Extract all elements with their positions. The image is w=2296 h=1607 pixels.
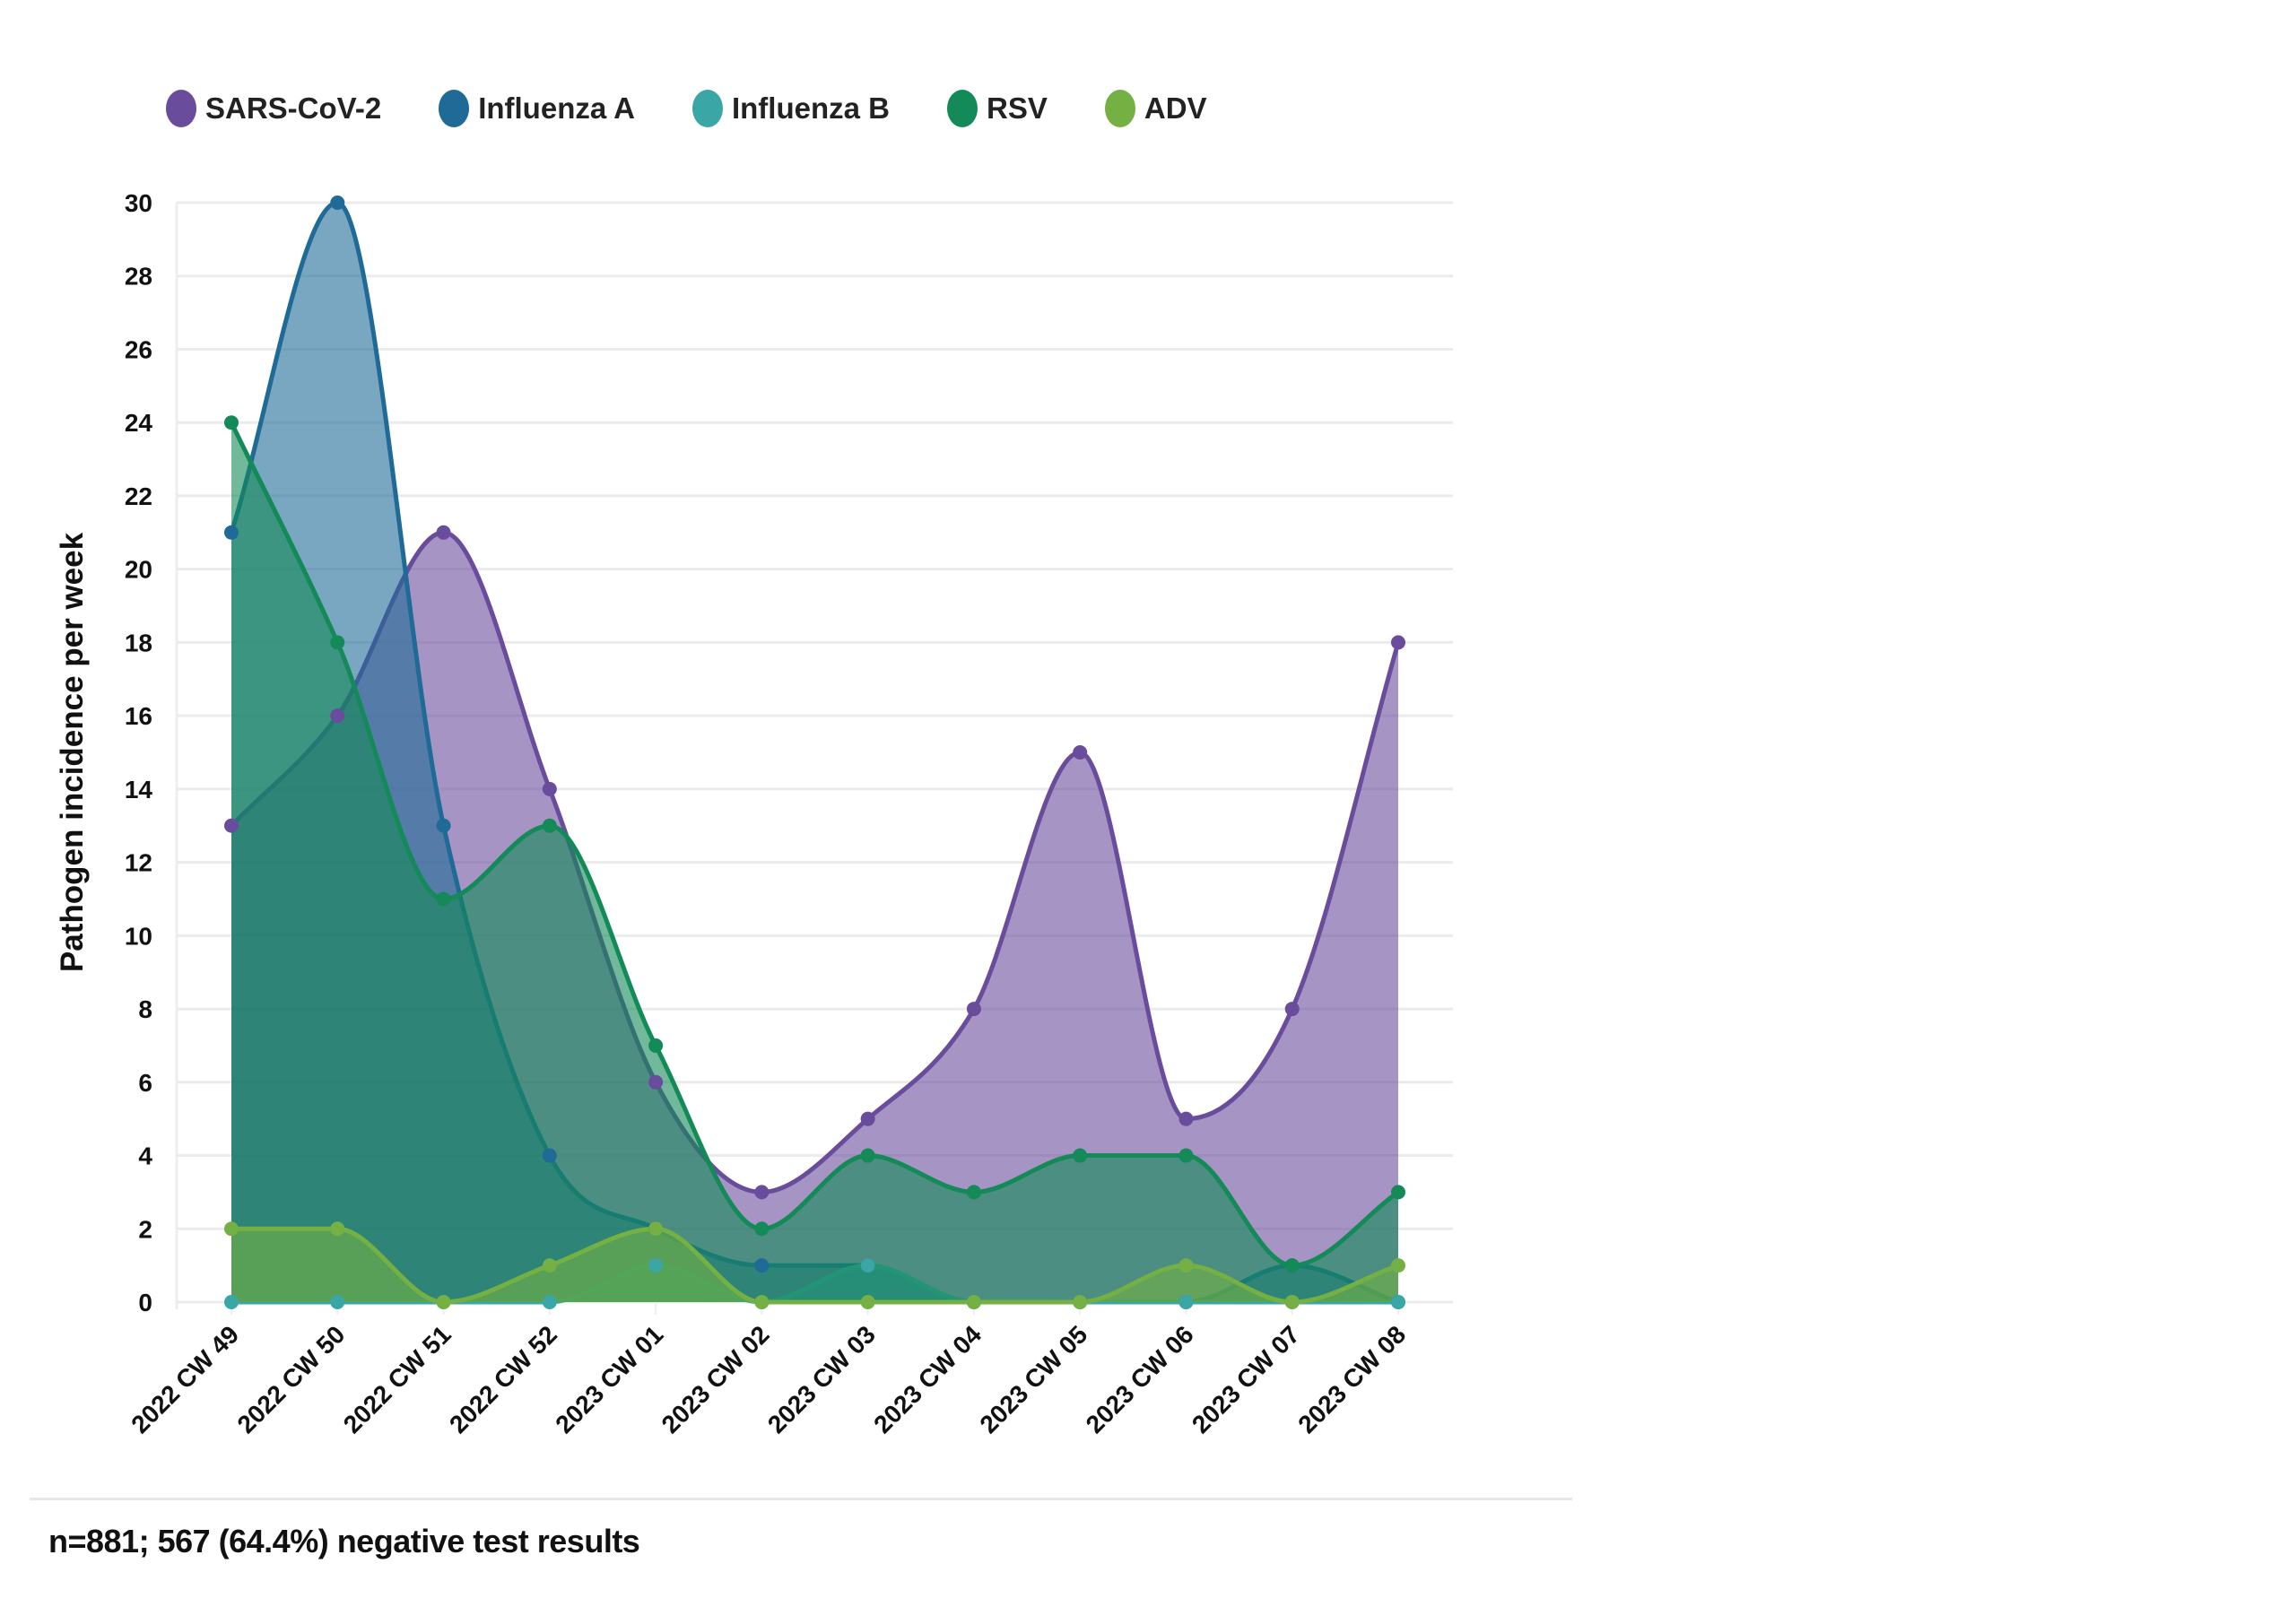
- point-rsv[interactable]: [1178, 1148, 1194, 1163]
- legend-marker-icon: [691, 90, 723, 127]
- point-sars-cov-2[interactable]: [648, 1074, 664, 1090]
- legend-label: Influenza B: [731, 91, 890, 125]
- legend-item-influenza-b[interactable]: Influenza B: [691, 90, 890, 127]
- y-tick-label: 22: [125, 482, 152, 510]
- point-adv[interactable]: [648, 1221, 664, 1237]
- point-influenza-a[interactable]: [224, 525, 239, 540]
- point-rsv[interactable]: [860, 1148, 875, 1163]
- legend-label: SARS-CoV-2: [205, 91, 382, 125]
- point-adv[interactable]: [1284, 1295, 1300, 1309]
- point-rsv[interactable]: [1284, 1258, 1300, 1273]
- point-adv[interactable]: [754, 1295, 770, 1309]
- y-tick-label: 4: [138, 1142, 152, 1170]
- y-tick-label: 6: [138, 1069, 152, 1097]
- legend-item-rsv[interactable]: RSV: [947, 90, 1048, 127]
- legend-marker-icon: [166, 90, 196, 127]
- legend-marker-icon: [947, 90, 978, 127]
- legend-marker-icon: [439, 90, 470, 127]
- point-influenza-b[interactable]: [860, 1258, 875, 1273]
- point-sars-cov-2[interactable]: [436, 525, 451, 540]
- point-adv[interactable]: [224, 1221, 239, 1237]
- point-influenza-b[interactable]: [1391, 1295, 1405, 1309]
- y-tick-label: 24: [125, 409, 153, 437]
- point-rsv[interactable]: [436, 891, 451, 907]
- legend-label: Influenza A: [478, 91, 635, 125]
- point-adv[interactable]: [330, 1221, 345, 1237]
- point-influenza-b[interactable]: [542, 1295, 557, 1309]
- y-tick-label: 18: [125, 629, 152, 656]
- y-tick-label: 2: [138, 1215, 152, 1243]
- footer-note: n=881; 567 (64.4%) negative test results: [48, 1523, 640, 1559]
- y-tick-label: 0: [138, 1289, 152, 1316]
- y-tick-label: 28: [125, 263, 152, 291]
- divider: [30, 1498, 1572, 1500]
- point-adv[interactable]: [1178, 1258, 1194, 1273]
- area-adv: [231, 1229, 1398, 1302]
- point-sars-cov-2[interactable]: [754, 1185, 770, 1200]
- point-adv[interactable]: [966, 1295, 981, 1309]
- point-adv[interactable]: [1073, 1295, 1088, 1309]
- point-influenza-a[interactable]: [542, 1148, 557, 1163]
- x-tick-label: 2022 CW 52: [444, 1320, 562, 1438]
- y-tick-label: 8: [138, 995, 152, 1023]
- point-adv[interactable]: [542, 1258, 557, 1273]
- legend-item-influenza-a[interactable]: Influenza A: [439, 90, 635, 127]
- x-tick-label: 2023 CW 02: [657, 1320, 775, 1438]
- point-rsv[interactable]: [224, 415, 239, 430]
- point-influenza-b[interactable]: [648, 1258, 664, 1273]
- point-influenza-b[interactable]: [330, 1295, 345, 1309]
- legend: SARS-CoV-2 Influenza A Influenza B RSV ADV: [166, 90, 1265, 127]
- point-sars-cov-2[interactable]: [860, 1111, 875, 1126]
- legend-label: ADV: [1144, 91, 1207, 125]
- legend-marker-icon: [1104, 90, 1135, 127]
- point-rsv[interactable]: [754, 1221, 770, 1237]
- x-tick-label: 2023 CW 04: [868, 1320, 987, 1438]
- point-sars-cov-2[interactable]: [1284, 1002, 1300, 1017]
- x-tick-label: 2023 CW 01: [550, 1320, 668, 1438]
- point-sars-cov-2[interactable]: [1391, 635, 1405, 650]
- point-sars-cov-2[interactable]: [1073, 745, 1088, 760]
- line-adv: [231, 1226, 1399, 1305]
- legend-label: RSV: [987, 91, 1048, 125]
- x-tick-label: 2023 CW 03: [762, 1320, 881, 1438]
- point-rsv[interactable]: [1391, 1185, 1405, 1200]
- x-tick-label: 2023 CW 06: [1081, 1320, 1199, 1438]
- point-rsv[interactable]: [542, 818, 557, 833]
- point-sars-cov-2[interactable]: [1178, 1111, 1194, 1126]
- x-tick-label: 2022 CW 49: [126, 1320, 244, 1438]
- point-influenza-b[interactable]: [224, 1295, 239, 1309]
- y-tick-label: 12: [125, 849, 152, 877]
- y-tick-label: 14: [125, 776, 153, 804]
- point-influenza-a[interactable]: [436, 818, 451, 833]
- point-rsv[interactable]: [648, 1038, 664, 1053]
- y-tick-label: 10: [125, 922, 152, 950]
- x-tick-label: 2023 CW 05: [974, 1320, 1092, 1438]
- y-tick-label: 16: [125, 702, 152, 730]
- point-adv[interactable]: [860, 1295, 875, 1309]
- x-tick-label: 2023 CW 07: [1187, 1320, 1305, 1438]
- legend-item-adv[interactable]: ADV: [1104, 90, 1207, 127]
- x-tick-label: 2022 CW 51: [338, 1320, 457, 1438]
- point-rsv[interactable]: [1073, 1148, 1088, 1163]
- y-axis-title: Pathogen incidence per week: [55, 532, 90, 972]
- point-adv[interactable]: [436, 1295, 451, 1309]
- point-adv[interactable]: [1391, 1258, 1405, 1273]
- point-sars-cov-2[interactable]: [224, 818, 239, 833]
- point-rsv[interactable]: [330, 635, 345, 650]
- y-tick-label: 30: [125, 189, 152, 217]
- x-tick-label: 2023 CW 08: [1292, 1320, 1411, 1438]
- point-rsv[interactable]: [966, 1185, 981, 1200]
- point-influenza-a[interactable]: [754, 1258, 770, 1273]
- point-sars-cov-2[interactable]: [542, 781, 557, 796]
- y-tick-label: 26: [125, 335, 152, 363]
- point-influenza-a[interactable]: [330, 195, 345, 210]
- point-sars-cov-2[interactable]: [966, 1002, 981, 1017]
- legend-item-sars-cov-2[interactable]: SARS-CoV-2: [166, 90, 381, 127]
- area-rsv: [231, 422, 1398, 1302]
- point-influenza-b[interactable]: [1178, 1295, 1194, 1309]
- point-sars-cov-2[interactable]: [330, 708, 345, 724]
- y-tick-label: 20: [125, 556, 152, 584]
- x-tick-label: 2022 CW 50: [232, 1320, 351, 1438]
